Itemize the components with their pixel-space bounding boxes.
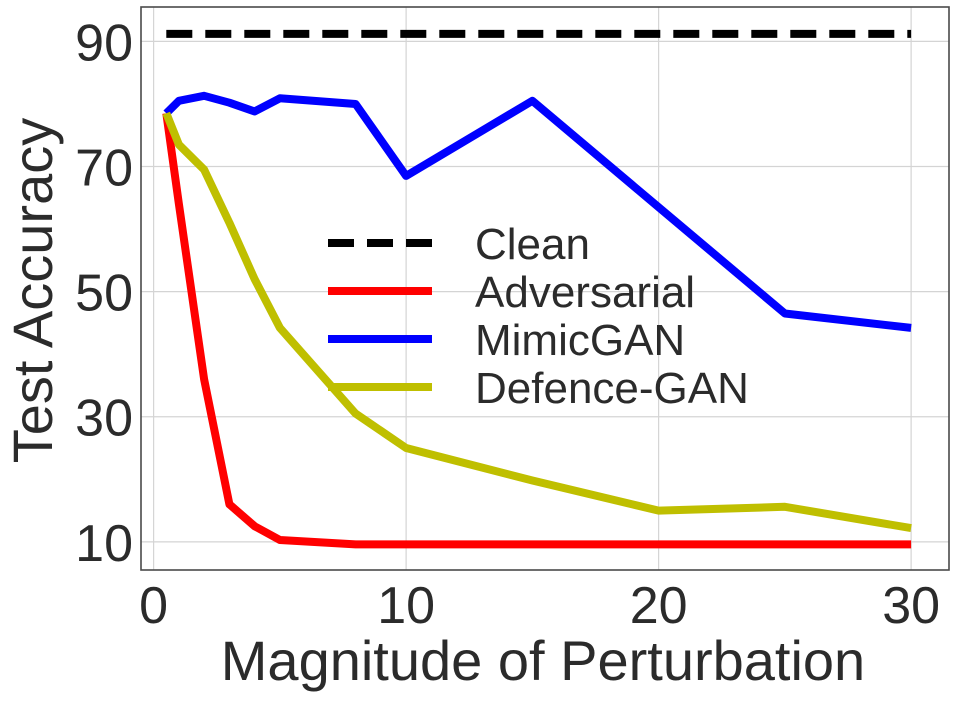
- legend-label-defence-gan: Defence-GAN: [475, 364, 749, 413]
- y-tick-label-4: 90: [75, 14, 133, 72]
- x-tick-label-3: 30: [882, 577, 940, 635]
- y-tick-label-0: 10: [75, 515, 133, 573]
- series-lines: [162, 29, 912, 549]
- series-line-adversarial: [162, 112, 912, 549]
- y-tick-label-3: 70: [75, 140, 133, 198]
- y-tick-label-1: 30: [75, 390, 133, 448]
- x-tick-label-1: 10: [377, 577, 435, 635]
- series-line-defence-gan: [162, 111, 912, 533]
- y-tick-label-2: 50: [75, 265, 133, 323]
- x-axis-label: Magnitude of Perturbation: [221, 629, 865, 692]
- plot-frame: [140, 6, 950, 571]
- x-tick-label-2: 20: [630, 577, 688, 635]
- legend-label-clean: Clean: [475, 220, 590, 269]
- y-axis-label: Test Accuracy: [1, 118, 64, 463]
- legend-label-mimicgan: MimicGAN: [475, 316, 685, 365]
- x-tick-label-0: 0: [139, 577, 168, 635]
- legend-label-adversarial: Adversarial: [475, 268, 695, 317]
- series-line-mimicgan: [163, 91, 912, 332]
